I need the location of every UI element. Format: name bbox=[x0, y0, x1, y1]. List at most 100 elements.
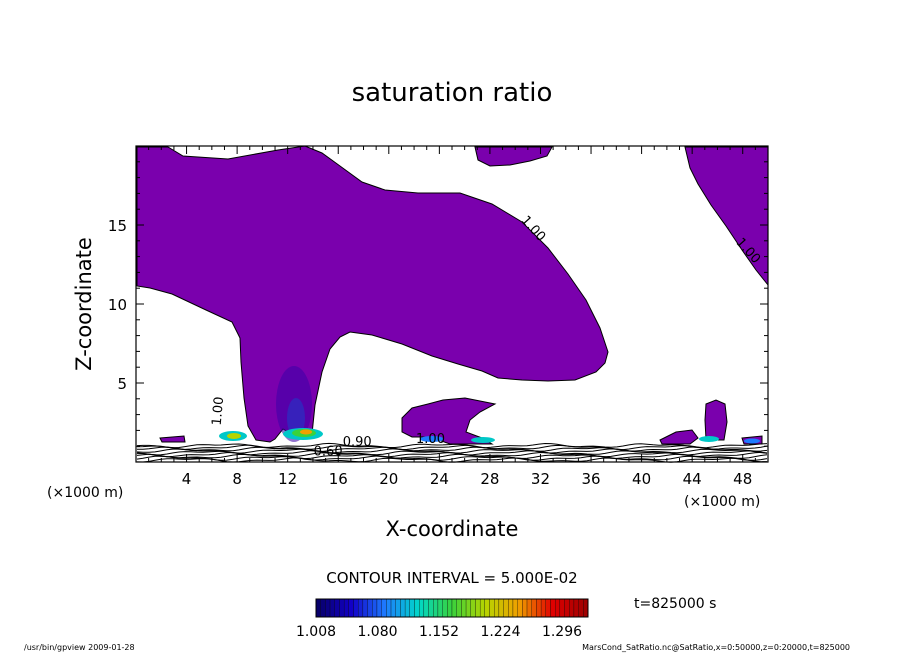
ground-contour-line bbox=[136, 448, 768, 454]
plot-area: 1.001.001.000.900.601.00 bbox=[135, 145, 769, 463]
saturated-patch-mid bbox=[659, 429, 699, 445]
colorbar-cell bbox=[358, 598, 364, 618]
colorbar-label: 1.008 bbox=[296, 624, 336, 640]
colorbar-cell bbox=[461, 598, 467, 618]
chart-title: saturation ratio bbox=[352, 78, 553, 108]
plume-inner bbox=[287, 398, 305, 438]
colorbar-cell bbox=[343, 598, 349, 618]
colorbar-cell bbox=[531, 598, 537, 618]
colorbar-cell bbox=[578, 598, 584, 618]
colorbar-labels: 1.008 1.080 1.152 1.224 1.296 bbox=[296, 624, 582, 640]
colorbar-label: 1.224 bbox=[480, 624, 520, 640]
colorbar-label: 1.080 bbox=[357, 624, 397, 640]
colorbar-cell bbox=[456, 598, 462, 618]
peak-x7-inner bbox=[227, 433, 241, 439]
peak-x27 bbox=[471, 437, 495, 443]
peak-x49 bbox=[744, 438, 760, 444]
colorbar-cell bbox=[372, 598, 378, 618]
y-tick-label: 15 bbox=[108, 217, 127, 235]
ground-contour-line bbox=[136, 442, 768, 449]
axis-ticks bbox=[136, 146, 768, 462]
y-tick-label: 5 bbox=[117, 375, 127, 393]
x-tick-labels: 4 8 12 16 20 24 28 32 36 40 44 48 bbox=[182, 470, 752, 488]
colorbar-cell bbox=[540, 598, 546, 618]
colorbar-cell bbox=[442, 598, 448, 618]
colorbar-cell bbox=[329, 598, 335, 618]
colorbar-cell bbox=[409, 598, 415, 618]
y-tick-labels: 5 10 15 bbox=[108, 217, 127, 393]
colored-peaks bbox=[219, 428, 760, 444]
colorbar-cell bbox=[522, 598, 528, 618]
colorbar-cell bbox=[545, 598, 551, 618]
colorbar-cell bbox=[512, 598, 518, 618]
x-tick-label: 8 bbox=[232, 470, 242, 488]
ground-contour-line bbox=[137, 446, 768, 452]
colorbar-cell bbox=[414, 598, 420, 618]
colorbar-label: 1.296 bbox=[542, 624, 582, 640]
x-tick-label: 44 bbox=[683, 470, 702, 488]
colorbar-cell bbox=[503, 598, 509, 618]
footer-right: MarsCond_SatRatio.nc@SatRatio,x=0:50000,… bbox=[582, 643, 850, 652]
ground-contour-band bbox=[136, 442, 768, 463]
colorbar-cell bbox=[508, 598, 514, 618]
colorbar-cell bbox=[559, 598, 565, 618]
x-unit-right: (×1000 m) bbox=[684, 494, 760, 510]
x-tick-label: 12 bbox=[278, 470, 297, 488]
colorbar-cells bbox=[315, 598, 589, 618]
colorbar-cell bbox=[555, 598, 561, 618]
colorbar-cell bbox=[569, 598, 575, 618]
supersaturation-plume bbox=[276, 366, 312, 442]
colorbar-cell bbox=[475, 598, 481, 618]
colorbar-cell bbox=[315, 598, 321, 618]
colorbar-cell bbox=[465, 598, 471, 618]
colorbar-frame bbox=[315, 598, 589, 618]
saturated-tongue bbox=[401, 397, 497, 445]
colorbar-cell bbox=[451, 598, 457, 618]
contour-interval-text: CONTOUR INTERVAL = 5.000E-02 bbox=[326, 569, 577, 587]
x-tick-label: 28 bbox=[480, 470, 499, 488]
colorbar-cell bbox=[489, 598, 495, 618]
contour-label: 1.00 bbox=[210, 396, 227, 426]
colorbar-cell bbox=[484, 598, 490, 618]
colorbar bbox=[315, 598, 589, 618]
colorbar-cell bbox=[470, 598, 476, 618]
saturated-main-body bbox=[136, 145, 609, 443]
saturated-small-top bbox=[474, 146, 553, 167]
x-axis-label: X-coordinate bbox=[386, 517, 519, 541]
colorbar-cell bbox=[428, 598, 434, 618]
x-tick-label: 48 bbox=[733, 470, 752, 488]
contour-label: 0.60 bbox=[314, 445, 343, 460]
y-tick-label: 10 bbox=[108, 296, 127, 314]
colorbar-cell bbox=[564, 598, 570, 618]
footer-left: /usr/bin/gpview 2009-01-28 bbox=[24, 643, 135, 652]
x-tick-label: 4 bbox=[182, 470, 192, 488]
colorbar-cell bbox=[479, 598, 485, 618]
y-axis-label: Z-coordinate bbox=[72, 237, 96, 371]
colorbar-cell bbox=[419, 598, 425, 618]
saturated-region bbox=[136, 145, 769, 445]
colorbar-cell bbox=[433, 598, 439, 618]
x-tick-label: 16 bbox=[329, 470, 348, 488]
time-label: t=825000 s bbox=[634, 596, 716, 612]
colorbar-cell bbox=[573, 598, 579, 618]
colorbar-cell bbox=[517, 598, 523, 618]
colorbar-cell bbox=[498, 598, 504, 618]
colorbar-cell bbox=[583, 598, 589, 618]
x-tick-label: 20 bbox=[379, 470, 398, 488]
saturated-blob-right bbox=[704, 399, 728, 441]
colorbar-cell bbox=[423, 598, 429, 618]
colorbar-cell bbox=[390, 598, 396, 618]
x-tick-label: 32 bbox=[531, 470, 550, 488]
peak-x13-inner bbox=[300, 429, 312, 435]
ground-contour-line bbox=[136, 444, 768, 451]
colorbar-cell bbox=[494, 598, 500, 618]
x-tick-label: 40 bbox=[632, 470, 651, 488]
colorbar-cell bbox=[550, 598, 556, 618]
colorbar-cell bbox=[400, 598, 406, 618]
colorbar-cell bbox=[437, 598, 443, 618]
x-unit-left: (×1000 m) bbox=[47, 485, 123, 501]
contour-label: 1.00 bbox=[416, 432, 445, 447]
colorbar-cell bbox=[320, 598, 326, 618]
x-tick-label: 24 bbox=[430, 470, 449, 488]
colorbar-cell bbox=[376, 598, 382, 618]
